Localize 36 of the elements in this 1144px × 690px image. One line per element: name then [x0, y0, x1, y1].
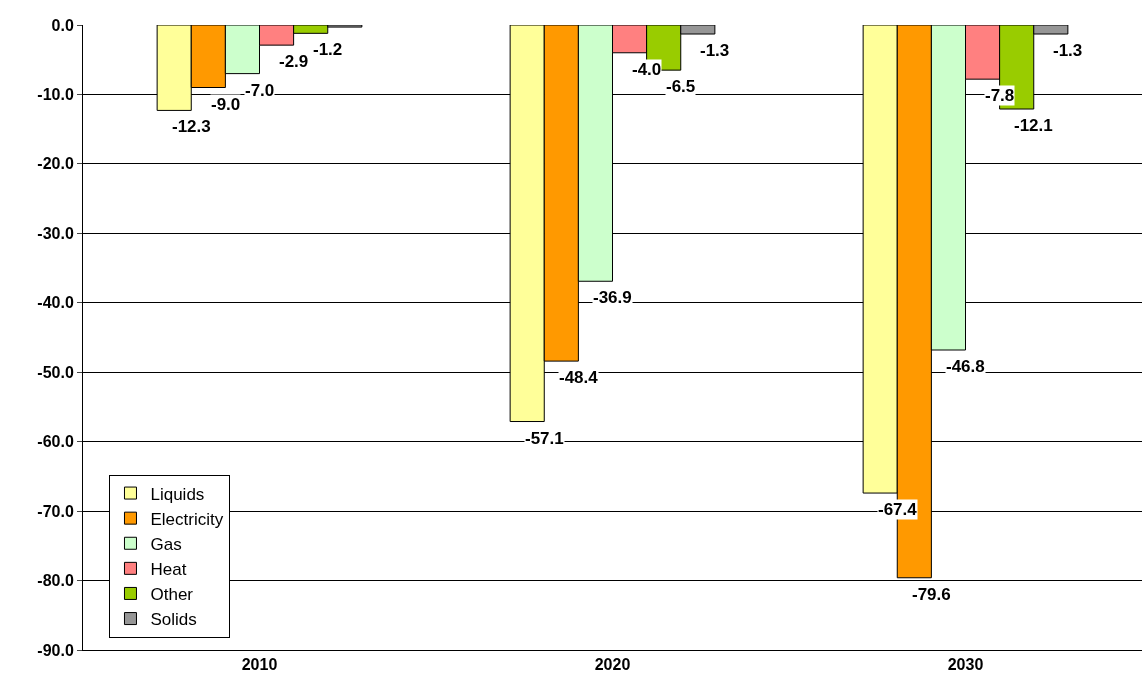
- y-tick-label: -60.0: [37, 433, 74, 451]
- x-tick-label: 2030: [947, 656, 984, 674]
- data-label: -7.8: [985, 86, 1015, 105]
- legend-label: Solids: [150, 610, 197, 630]
- y-tick-label: -90.0: [37, 641, 74, 659]
- data-label: -57.1: [525, 429, 564, 448]
- y-tick-label: -40.0: [37, 294, 74, 312]
- data-label: -1.3: [1053, 41, 1083, 60]
- data-label: -6.5: [666, 77, 696, 96]
- y-tick-label: -70.0: [37, 502, 74, 520]
- data-label: -67.4: [878, 500, 918, 519]
- data-label: -7.0: [245, 81, 275, 100]
- y-tick-label: -50.0: [37, 363, 74, 381]
- x-tick-label: 2010: [241, 656, 278, 674]
- y-tick-label: -20.0: [37, 155, 74, 173]
- data-label: -79.6: [912, 585, 951, 604]
- legend-label: Gas: [150, 534, 182, 554]
- y-tick-label: -80.0: [37, 572, 74, 590]
- data-label: -48.4: [559, 368, 599, 387]
- data-label: -2.9: [279, 52, 309, 71]
- data-label: -4.0: [632, 60, 662, 79]
- data-label: -1.2: [313, 40, 343, 59]
- x-tick-label: 2020: [594, 656, 631, 674]
- data-label: -36.9: [593, 288, 632, 307]
- legend-label: Other: [150, 585, 194, 605]
- legend-label: Electricity: [150, 509, 224, 529]
- y-tick-label: -10.0: [37, 86, 74, 104]
- data-label: -1.3: [700, 41, 730, 60]
- data-label: -9.0: [211, 95, 241, 114]
- data-label: -12.1: [1014, 116, 1053, 135]
- legend-label: Heat: [150, 559, 187, 579]
- legend-label: Liquids: [150, 484, 205, 504]
- y-tick-label: -30.0: [37, 224, 74, 242]
- data-label: -12.3: [172, 117, 211, 136]
- y-tick-label: 0.0: [51, 16, 74, 34]
- data-label: -46.8: [946, 357, 985, 376]
